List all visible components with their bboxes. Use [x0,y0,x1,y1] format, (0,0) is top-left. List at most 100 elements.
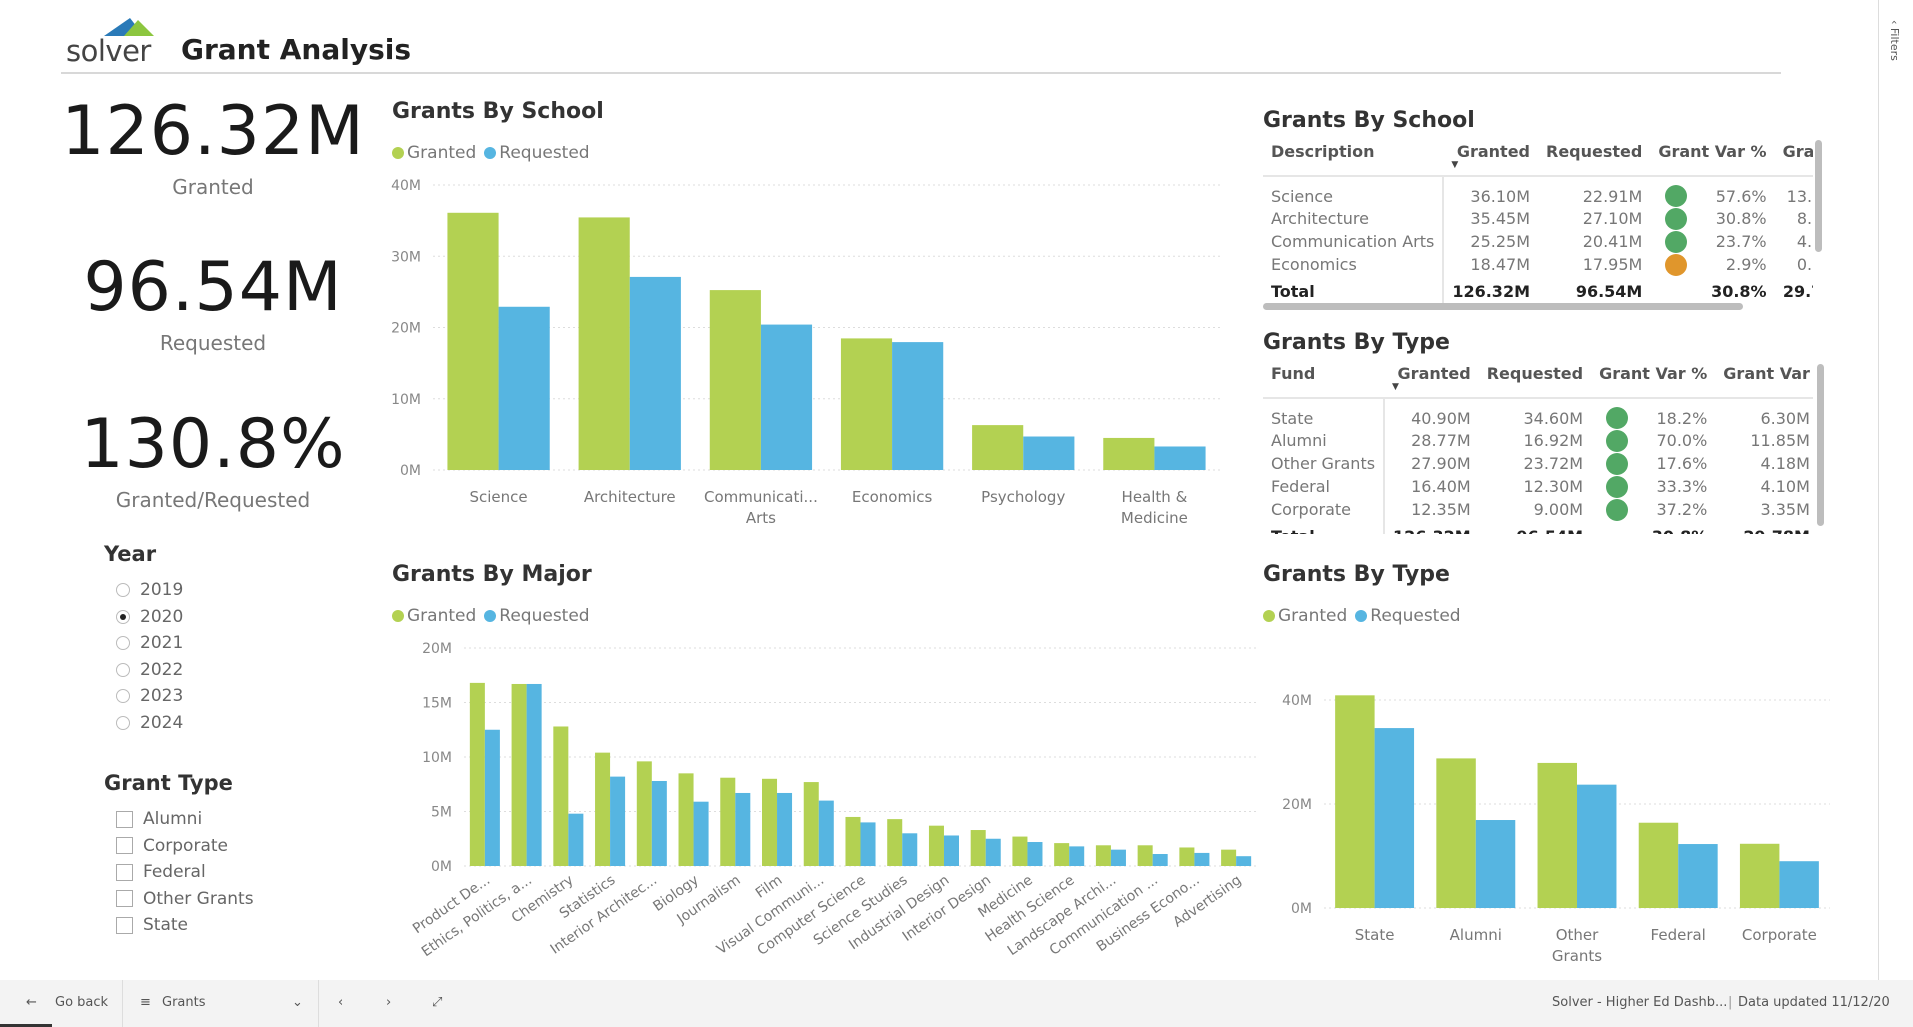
checkbox[interactable] [116,890,133,907]
bar-requested[interactable] [735,792,751,866]
bar-granted[interactable] [840,338,893,470]
bar-requested[interactable] [1374,728,1415,908]
page-selector[interactable]: Grants [162,995,206,1010]
bar-requested[interactable] [526,683,542,866]
type-table-vscroll[interactable] [1817,364,1824,526]
column-header[interactable]: Grant Var [1715,364,1813,399]
bar-requested[interactable] [892,342,944,470]
bar-granted[interactable] [1537,762,1577,908]
bar-granted[interactable] [1436,758,1476,908]
bar-requested[interactable] [985,838,1001,866]
chevron-down-icon[interactable]: ⌄ [292,995,303,1010]
year-option-2022[interactable]: 2022 [116,659,183,681]
grant-type-option[interactable]: Other Grants [116,888,254,910]
bar-granted[interactable] [720,777,736,866]
bar-granted[interactable] [678,773,694,866]
next-page-button[interactable]: › [386,995,392,1010]
go-back-button[interactable]: Go back [55,995,109,1010]
fullscreen-icon[interactable]: ⤢ [432,995,443,1010]
grant-type-option[interactable]: Federal [116,861,206,883]
radio-button[interactable] [116,662,130,677]
column-header[interactable]: Grar [1774,142,1813,177]
legend-granted[interactable]: Granted [1263,606,1347,626]
bar-granted[interactable] [578,217,630,470]
grant-type-option[interactable]: State [116,914,188,936]
year-option-2023[interactable]: 2023 [116,685,183,707]
checkbox[interactable] [116,837,133,854]
bar-requested[interactable] [777,792,793,866]
bar-requested[interactable] [484,729,500,866]
year-option-2020[interactable]: 2020 [116,606,183,628]
bar-requested[interactable] [943,835,959,866]
bar-requested[interactable] [629,276,681,470]
bar-granted[interactable] [1179,847,1195,866]
bar-granted[interactable] [447,212,499,470]
grant-type-option[interactable]: Corporate [116,835,228,857]
bar-requested[interactable] [610,776,626,866]
bar-granted[interactable] [928,825,944,866]
column-header[interactable]: Requested [1478,364,1592,399]
bar-granted[interactable] [553,726,569,866]
column-header[interactable]: Granted ▼ [1443,142,1538,177]
bar-granted[interactable] [636,761,652,866]
bar-requested[interactable] [1027,842,1043,866]
bar-granted[interactable] [972,425,1024,470]
bar-requested[interactable] [1475,820,1516,908]
radio-button[interactable] [116,583,130,597]
column-header[interactable]: Description [1263,142,1444,177]
bar-requested[interactable] [1678,844,1718,908]
bar-granted[interactable] [762,778,778,866]
legend-requested[interactable]: Requested [484,143,590,163]
bar-granted[interactable] [511,683,527,866]
bar-requested[interactable] [1154,446,1206,470]
prev-page-button[interactable]: ‹ [338,995,344,1010]
bar-requested[interactable] [902,833,918,866]
bar-requested[interactable] [1779,861,1819,908]
bar-requested[interactable] [1236,856,1252,866]
bar-granted[interactable] [1137,845,1153,866]
bar-granted[interactable] [1638,822,1679,908]
bar-granted[interactable] [595,752,611,866]
filters-pane-toggle[interactable]: ‹ Filters [1888,20,1901,61]
bar-requested[interactable] [860,822,876,866]
bar-requested[interactable] [1110,849,1126,866]
bar-granted[interactable] [1054,843,1070,866]
bar-granted[interactable] [1221,849,1237,866]
legend-requested[interactable]: Requested [1355,606,1461,626]
radio-button[interactable] [116,689,130,703]
bar-granted[interactable] [469,682,485,866]
radio-button[interactable] [116,609,130,624]
bar-granted[interactable] [970,830,986,866]
school-table-vscroll[interactable] [1815,140,1822,252]
year-option-2021[interactable]: 2021 [116,632,183,654]
column-header[interactable]: Grant Var % [1591,364,1716,399]
column-header[interactable]: Fund [1263,364,1385,399]
bar-requested[interactable] [651,780,667,866]
legend-requested[interactable]: Requested [484,606,590,626]
bar-requested[interactable] [1152,854,1168,866]
bar-granted[interactable] [1103,437,1155,470]
bar-granted[interactable] [1095,845,1111,866]
bar-requested[interactable] [818,800,834,866]
checkbox[interactable] [116,810,133,828]
bar-requested[interactable] [498,306,550,470]
radio-button[interactable] [116,715,130,730]
bar-requested[interactable] [1577,784,1617,908]
bar-granted[interactable] [803,782,819,866]
bar-requested[interactable] [1194,852,1210,866]
bar-requested[interactable] [760,324,813,470]
bar-requested[interactable] [1023,436,1075,470]
year-option-2019[interactable]: 2019 [116,579,183,601]
bar-granted[interactable] [1739,843,1780,908]
bar-granted[interactable] [1012,836,1028,866]
checkbox[interactable] [116,863,133,881]
column-header[interactable]: Granted ▼ [1384,364,1479,399]
bar-granted[interactable] [709,290,761,470]
school-table-hscroll[interactable] [1263,303,1743,310]
legend-granted[interactable]: Granted [392,143,476,163]
legend-granted[interactable]: Granted [392,606,476,626]
column-header[interactable]: Requested [1538,142,1651,177]
bar-granted[interactable] [1335,695,1375,908]
column-header[interactable]: Grant Var % [1650,142,1775,177]
bar-requested[interactable] [1069,846,1085,866]
